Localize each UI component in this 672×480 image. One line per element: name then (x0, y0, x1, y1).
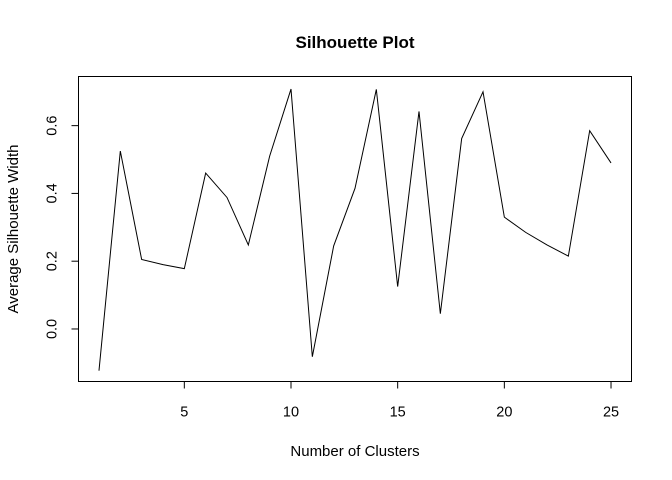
y-tick-label: 0.6 (45, 116, 61, 136)
plot-area-frame (78, 76, 632, 382)
y-tick-label: 0.4 (45, 183, 61, 203)
series-layer (98, 88, 612, 371)
series-line (98, 88, 612, 371)
x-tick-label: 15 (390, 405, 406, 421)
x-tick-label: 25 (603, 405, 619, 421)
y-axis-label: Average Silhouette Width (5, 145, 22, 314)
x-tick-label: 10 (283, 405, 299, 421)
x-axis: 5 10 15 20 25 (180, 381, 619, 421)
chart-title: Silhouette Plot (296, 33, 415, 52)
x-axis-label: Number of Clusters (290, 443, 419, 460)
y-axis: 0.0 0.2 0.4 0.6 (45, 116, 79, 339)
y-tick-label: 0.2 (45, 251, 61, 271)
y-tick-label: 0.0 (45, 319, 61, 339)
x-tick-label: 5 (180, 405, 188, 421)
x-tick-label: 20 (496, 405, 512, 421)
